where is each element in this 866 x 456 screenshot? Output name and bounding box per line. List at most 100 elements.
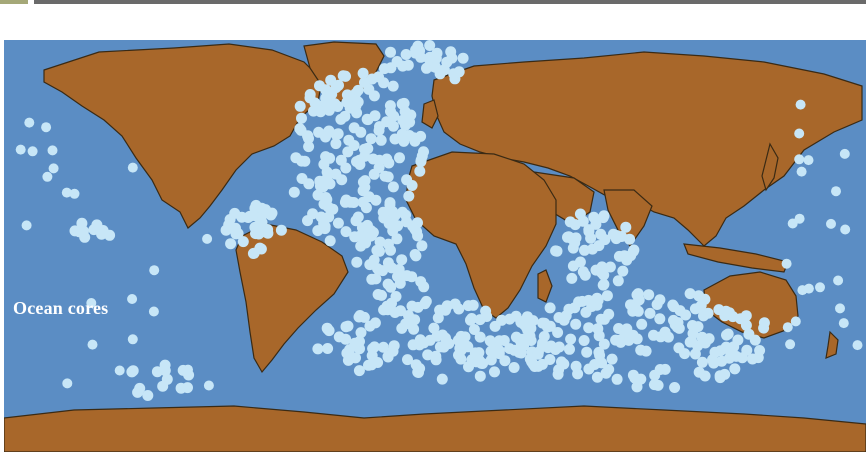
core-marker [684,288,696,300]
landmass-india [603,189,653,248]
core-marker [410,44,422,56]
core-marker [403,190,415,202]
core-marker [831,186,841,197]
core-marker [589,359,601,370]
core-marker [391,233,403,245]
world-map-canvas [4,40,866,452]
core-marker [159,365,171,377]
core-marker [294,123,306,135]
core-marker [365,133,377,145]
core-marker [342,146,354,158]
core-marker [203,380,214,391]
core-marker [835,303,845,314]
core-marker [339,70,351,82]
core-marker [367,227,379,238]
core-marker [695,300,707,312]
core-marker [631,381,643,393]
core-marker [586,301,598,312]
core-marker [474,331,486,343]
core-marker [322,343,334,354]
core-marker [794,213,805,224]
core-marker [603,308,615,320]
core-marker [320,84,332,96]
core-marker [312,189,324,201]
core-marker [620,221,632,233]
core-marker [374,236,386,248]
core-marker [574,208,586,220]
core-marker [114,365,125,376]
core-marker [593,240,605,252]
core-marker [594,349,606,361]
core-marker [758,317,770,329]
core-marker [524,353,536,365]
core-marker [229,207,241,219]
core-marker [382,351,394,363]
core-marker [714,372,726,384]
map-label: Ocean cores [13,298,109,318]
core-marker [611,373,623,385]
core-marker [833,275,844,286]
core-marker [47,145,58,156]
core-marker [648,379,660,391]
core-marker [597,212,609,224]
slide-header-bar [0,0,866,6]
core-marker [127,162,138,173]
core-marker [627,329,639,341]
core-marker [363,191,375,203]
landmass-new-zealand [825,330,839,359]
core-marker [127,334,138,345]
core-marker [736,352,748,364]
core-marker [635,344,647,356]
core-marker [513,346,525,358]
core-marker [606,353,618,365]
core-marker [570,318,582,330]
core-marker [91,219,103,231]
core-marker [669,382,681,393]
world-map: Ocean cores [4,40,866,452]
ocean-core-markers [15,40,863,401]
core-marker [525,335,537,346]
core-marker [288,186,300,198]
core-marker [498,335,510,346]
core-marker [579,269,591,281]
core-marker [687,320,698,331]
core-marker [485,354,497,366]
core-marker [489,366,500,378]
landmass-africa [405,151,557,319]
core-marker [396,254,408,266]
core-marker [383,157,395,169]
core-marker [42,171,53,182]
core-marker [402,354,413,366]
core-marker [436,373,448,385]
core-marker [369,341,380,353]
core-marker [330,80,342,92]
core-marker [69,188,80,199]
core-marker [583,226,595,237]
core-marker [457,52,469,64]
core-marker [553,341,565,353]
core-marker [722,328,734,340]
core-marker [603,364,615,375]
core-marker [702,307,714,319]
core-marker [566,272,578,284]
core-marker [467,299,479,311]
core-marker [379,170,391,182]
core-marker [330,138,342,150]
core-marker [399,106,411,118]
core-marker [127,294,138,304]
core-marker [302,215,313,227]
core-marker [504,343,516,355]
core-marker [414,339,425,351]
core-marker [591,371,603,383]
core-marker [342,320,354,332]
core-marker [633,294,645,306]
core-marker [740,319,752,331]
core-marker [275,224,287,236]
core-marker [386,297,397,309]
core-marker [340,162,352,174]
core-marker [237,236,249,248]
core-marker [350,100,362,112]
core-marker [183,364,193,375]
core-marker [552,327,564,338]
core-marker [481,311,493,322]
